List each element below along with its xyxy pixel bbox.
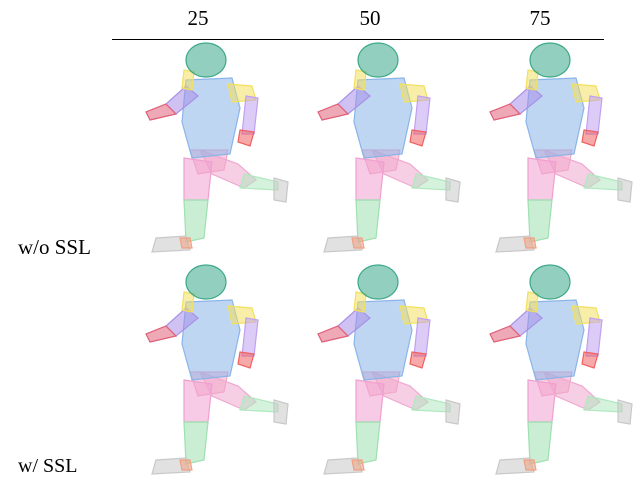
- mesh-render-row1-col1: [145, 42, 289, 253]
- mesh-render-row2-col3: [489, 264, 633, 475]
- row-label-without-ssl: w/o SSL: [18, 235, 91, 259]
- row-label-with-ssl: w/ SSL: [18, 455, 78, 477]
- mesh-render-row1-col3: [489, 42, 633, 253]
- mesh-render-row1-col2: [317, 42, 461, 253]
- column-header-50: 50: [359, 6, 381, 30]
- header-rule: [112, 39, 604, 40]
- column-header-75: 75: [529, 6, 551, 30]
- mesh-render-row2-col1: [145, 264, 289, 475]
- mesh-render-row2-col2: [317, 264, 461, 475]
- column-header-25: 25: [187, 6, 209, 30]
